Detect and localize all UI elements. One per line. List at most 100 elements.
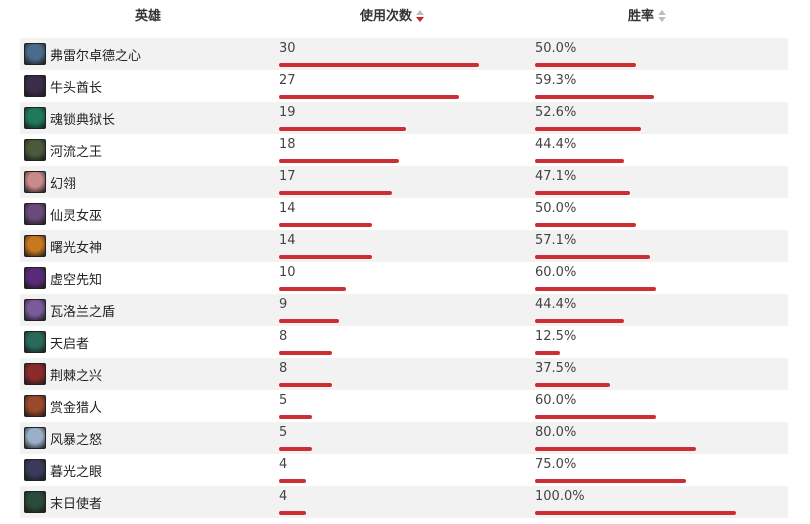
uses-value: 27 [279,73,296,88]
hero-column-header: 英雄 [134,9,161,24]
hero-name: 瓦洛兰之盾 [50,304,116,320]
winrate-value: 57.1% [535,233,577,248]
hero-cell[interactable]: 虚空先知 [24,266,102,290]
table-row[interactable]: 河流之王 18 44.4% [20,134,788,166]
winrate-bar [535,479,686,483]
table-row[interactable]: 魂锁典狱长 19 52.6% [20,102,788,134]
table-row[interactable]: 末日使者 4 100.0% [20,486,788,518]
winrate-column-header[interactable]: 胜率 [628,5,667,24]
uses-bar [279,511,306,515]
sort-desc-icon[interactable] [416,9,425,22]
winrate-bar [535,127,641,131]
table-row[interactable]: 风暴之怒 5 80.0% [20,422,788,454]
winrate-bar [535,351,560,355]
uses-value: 5 [279,425,288,440]
uses-value: 14 [279,233,296,248]
winrate-value: 44.4% [535,137,577,152]
winrate-bar [535,223,636,227]
uses-value: 18 [279,137,296,152]
hero-avatar-icon [24,43,46,65]
hero-cell[interactable]: 荆棘之兴 [24,362,102,386]
hero-name: 末日使者 [50,496,103,512]
hero-cell[interactable]: 赏金猎人 [24,394,102,418]
hero-cell[interactable]: 瓦洛兰之盾 [24,298,115,322]
uses-bar [279,95,459,99]
table-row[interactable]: 弗雷尔卓德之心 30 50.0% [20,38,788,70]
hero-name: 幻翎 [50,176,77,192]
winrate-bar [535,255,650,259]
hero-name: 魂锁典狱长 [50,112,116,128]
hero-avatar-icon [24,171,46,193]
winrate-value: 59.3% [535,73,577,88]
hero-avatar-icon [24,491,46,513]
table-row[interactable]: 牛头酋长 27 59.3% [20,70,788,102]
winrate-value: 37.5% [535,361,577,376]
hero-cell[interactable]: 仙灵女巫 [24,202,102,226]
winrate-bar [535,63,636,67]
uses-value: 17 [279,169,296,184]
hero-cell[interactable]: 幻翎 [24,170,76,194]
hero-cell[interactable]: 牛头酋长 [24,74,102,98]
hero-avatar-icon [24,139,46,161]
uses-value: 8 [279,329,288,344]
sort-icon[interactable] [658,9,667,22]
winrate-column-label: 胜率 [628,9,655,24]
table-row[interactable]: 仙灵女巫 14 50.0% [20,198,788,230]
hero-cell[interactable]: 曙光女神 [24,234,102,258]
hero-avatar-icon [24,299,46,321]
uses-bar [279,127,406,131]
hero-name: 虚空先知 [50,272,103,288]
table-row[interactable]: 瓦洛兰之盾 9 44.4% [20,294,788,326]
winrate-value: 12.5% [535,329,577,344]
hero-avatar-icon [24,427,46,449]
uses-value: 4 [279,457,288,472]
winrate-bar [535,287,656,291]
hero-cell[interactable]: 魂锁典狱长 [24,106,115,130]
uses-value: 30 [279,41,296,56]
hero-name: 荆棘之兴 [50,368,103,384]
table-header: 英雄 使用次数 胜率 [0,0,810,28]
table-row[interactable]: 赏金猎人 5 60.0% [20,390,788,422]
hero-avatar-icon [24,459,46,481]
uses-column-header[interactable]: 使用次数 [360,5,425,24]
uses-bar [279,159,399,163]
hero-avatar-icon [24,363,46,385]
table-row[interactable]: 天启者 8 12.5% [20,326,788,358]
uses-bar [279,447,312,451]
hero-cell[interactable]: 风暴之怒 [24,426,102,450]
uses-bar [279,479,306,483]
uses-bar [279,63,479,67]
uses-value: 9 [279,297,288,312]
hero-name: 曙光女神 [50,240,103,256]
uses-bar [279,191,392,195]
hero-cell[interactable]: 末日使者 [24,490,102,514]
hero-cell[interactable]: 弗雷尔卓德之心 [24,42,141,66]
winrate-value: 52.6% [535,105,577,120]
uses-bar [279,351,332,355]
hero-name: 河流之王 [50,144,103,160]
table-row[interactable]: 幻翎 17 47.1% [20,166,788,198]
table-row[interactable]: 曙光女神 14 57.1% [20,230,788,262]
uses-column-label: 使用次数 [360,9,413,24]
winrate-value: 44.4% [535,297,577,312]
winrate-bar [535,191,630,195]
winrate-value: 50.0% [535,41,577,56]
hero-name: 天启者 [50,336,90,352]
uses-bar [279,319,339,323]
winrate-bar [535,511,736,515]
uses-value: 5 [279,393,288,408]
hero-cell[interactable]: 暮光之眼 [24,458,102,482]
table-row[interactable]: 荆棘之兴 8 37.5% [20,358,788,390]
hero-avatar-icon [24,331,46,353]
table-row[interactable]: 暮光之眼 4 75.0% [20,454,788,486]
uses-value: 10 [279,265,296,280]
hero-cell[interactable]: 天启者 [24,330,89,354]
hero-cell[interactable]: 河流之王 [24,138,102,162]
table-row[interactable]: 虚空先知 10 60.0% [20,262,788,294]
winrate-bar [535,447,696,451]
hero-name: 暮光之眼 [50,464,103,480]
hero-name: 仙灵女巫 [50,208,103,224]
uses-value: 8 [279,361,288,376]
hero-avatar-icon [24,395,46,417]
uses-bar [279,383,332,387]
